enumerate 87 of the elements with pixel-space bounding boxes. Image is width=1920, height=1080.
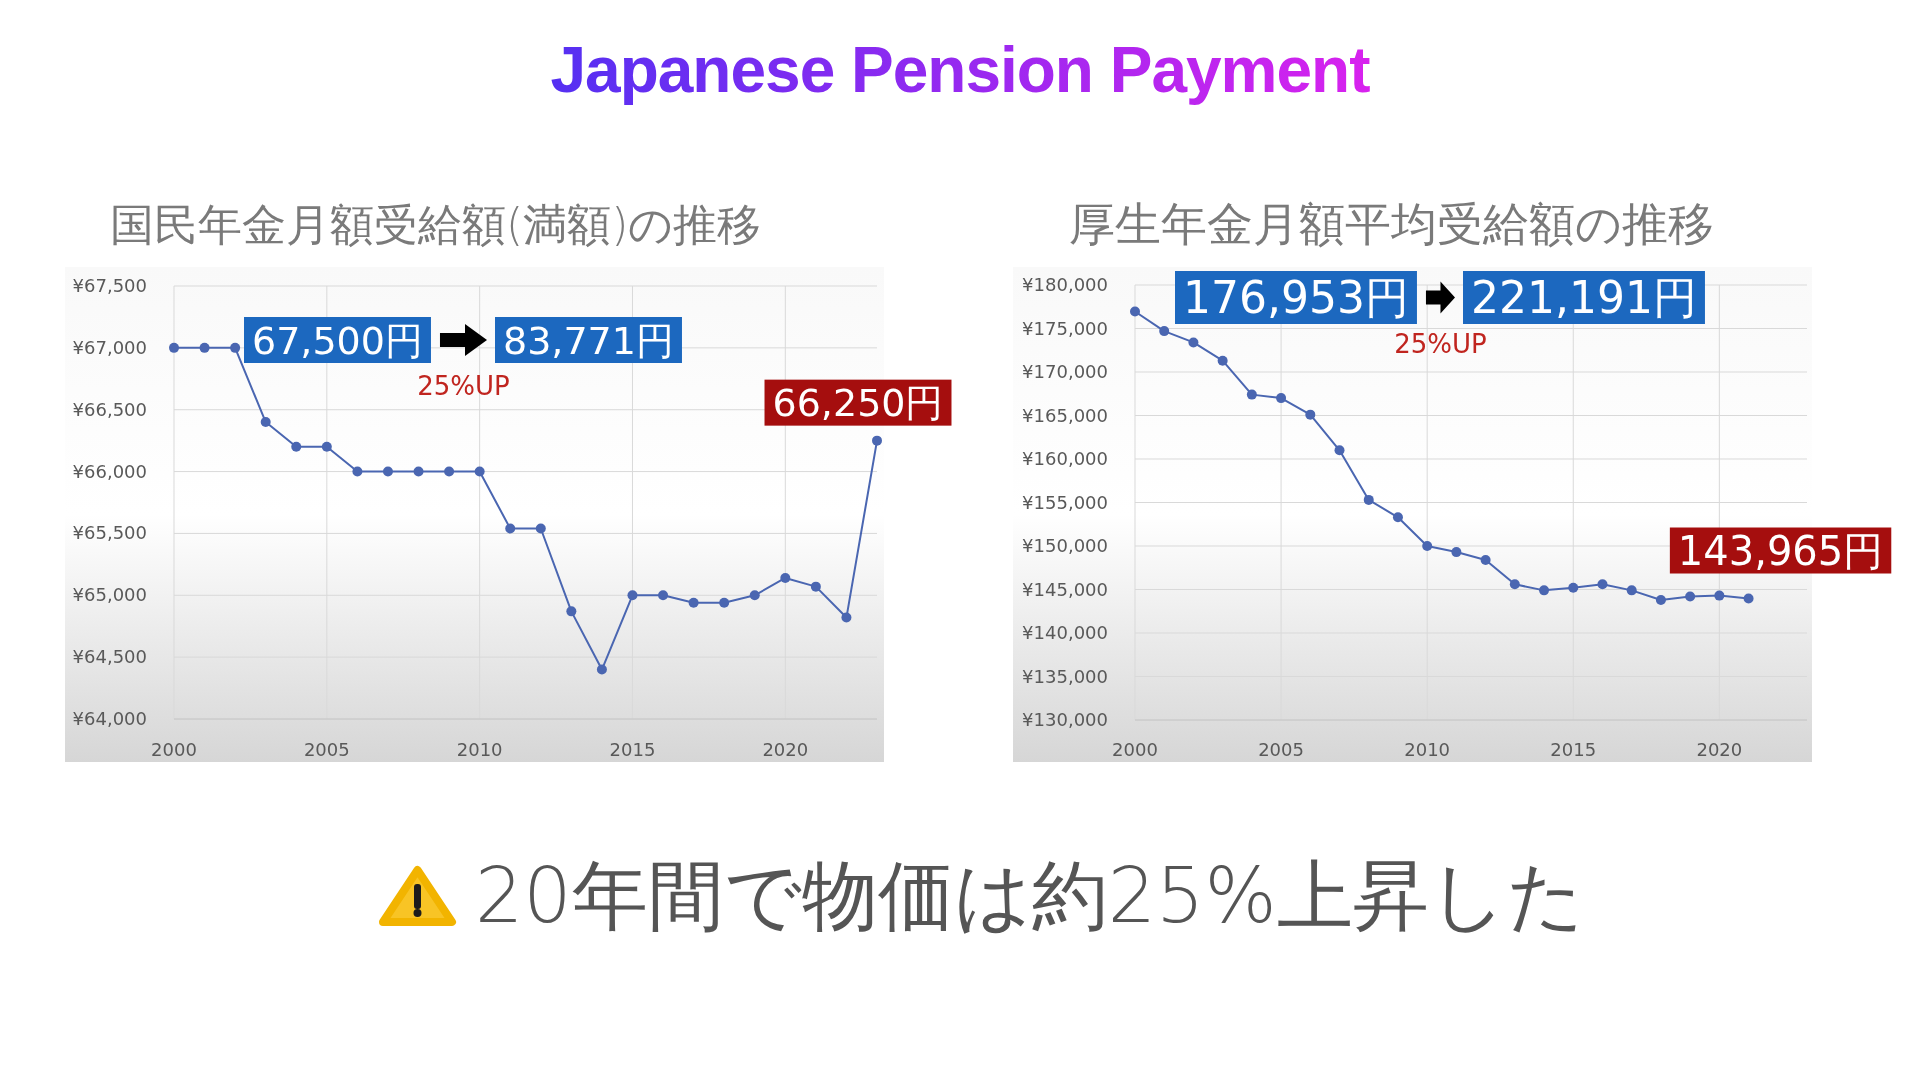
x-tick-label: 2000 (151, 739, 197, 760)
x-tick-label: 2000 (1112, 739, 1158, 760)
y-tick-label: ¥180,000 (1022, 274, 1108, 295)
y-tick-label: ¥65,500 (72, 522, 147, 544)
point (658, 590, 669, 601)
point (719, 597, 730, 608)
point (1451, 547, 1462, 558)
point (596, 664, 607, 675)
y-tick-label: ¥64,000 (72, 708, 147, 729)
point (1130, 306, 1140, 317)
y-tick-label: ¥66,000 (72, 460, 147, 482)
chart-title: 厚生年金月額平均受給額の推移 (1069, 197, 1714, 251)
point (382, 466, 393, 477)
x-tick-label: 2005 (1258, 739, 1304, 760)
point (1392, 512, 1403, 523)
point (1217, 355, 1228, 366)
point (749, 590, 760, 601)
y-tick-label: ¥64,500 (72, 646, 147, 668)
point (1714, 590, 1725, 601)
annotation: 67,500円 (252, 318, 423, 363)
point (444, 466, 455, 477)
point (841, 612, 852, 623)
x-tick-label: 2010 (456, 739, 503, 760)
point (1509, 579, 1520, 590)
point (535, 523, 546, 534)
point (1597, 579, 1608, 590)
y-tick-label: ¥67,000 (72, 336, 147, 358)
y-tick-label: ¥66,500 (72, 398, 147, 420)
point (872, 435, 882, 446)
x-tick-label: 2015 (1550, 739, 1597, 760)
point (413, 466, 424, 477)
y-tick-label: ¥165,000 (1022, 404, 1108, 426)
point (1363, 494, 1374, 505)
point (1655, 594, 1666, 605)
point (1422, 541, 1433, 551)
y-tick-label: ¥155,000 (1022, 491, 1108, 513)
y-tick-label: ¥65,000 (72, 584, 147, 606)
point (352, 466, 363, 477)
annotation: 143,965円 (1677, 527, 1884, 574)
annotation: 25%UP (417, 371, 510, 401)
y-tick-label: ¥160,000 (1022, 448, 1108, 469)
y-tick-label: ¥150,000 (1022, 535, 1108, 556)
y-tick-label: ¥145,000 (1022, 578, 1108, 600)
point (810, 581, 821, 592)
annotation: 83,771円 (503, 318, 674, 363)
point (1276, 393, 1287, 404)
point (321, 441, 332, 452)
point (566, 606, 577, 617)
point (1188, 337, 1199, 348)
point (505, 523, 516, 534)
point (1480, 554, 1491, 565)
text: Japanese Pension Payment (550, 34, 1371, 106)
point (1626, 585, 1637, 596)
x-tick-label: 2005 (303, 739, 350, 760)
y-tick-label: ¥67,500 (72, 275, 147, 296)
point (230, 342, 241, 353)
annotation: 221,191円 (1471, 272, 1697, 324)
point (1743, 593, 1754, 604)
x-tick-label: 2020 (1696, 739, 1743, 760)
point (1159, 326, 1170, 337)
chart-title: 国民年金月額受給額(満額)の推移 (110, 199, 762, 250)
point (169, 342, 179, 353)
point (1685, 591, 1696, 602)
x-tick-label: 2020 (762, 739, 809, 760)
annotation: 66,250円 (772, 381, 944, 426)
y-tick-label: ¥140,000 (1022, 622, 1108, 643)
point (1334, 445, 1345, 456)
text: 20年間で物価は約25%上昇した (475, 851, 1585, 940)
y-tick-label: ¥175,000 (1022, 317, 1108, 339)
y-tick-label: ¥130,000 (1022, 709, 1108, 730)
point (474, 466, 485, 477)
y-tick-label: ¥170,000 (1022, 361, 1108, 382)
point (688, 597, 699, 608)
annotation: 176,953円 (1183, 272, 1409, 324)
point (1539, 585, 1550, 596)
point (291, 441, 302, 452)
point (1305, 409, 1316, 420)
annotation: 25%UP (1394, 329, 1487, 359)
x-tick-label: 2015 (609, 739, 656, 760)
point (260, 417, 271, 428)
point (627, 590, 638, 601)
y-tick-label: ¥135,000 (1022, 665, 1108, 687)
point (1568, 582, 1579, 593)
point (1246, 389, 1257, 400)
x-tick-label: 2010 (1404, 739, 1451, 760)
point (199, 342, 210, 353)
point (780, 572, 791, 583)
